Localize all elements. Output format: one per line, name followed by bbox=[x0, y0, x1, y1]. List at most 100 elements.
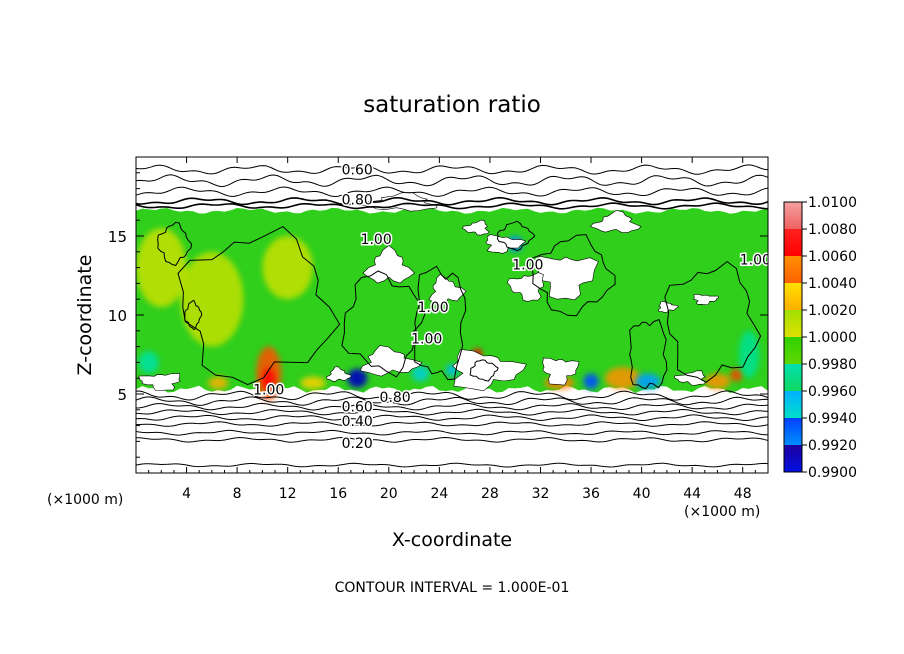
contour-label: 1.00 bbox=[740, 253, 771, 269]
colorbar-label: 0.9920 bbox=[808, 438, 857, 454]
contour-line bbox=[136, 390, 768, 401]
inner-contour bbox=[531, 234, 616, 317]
x-unit-right: (×1000 m) bbox=[684, 504, 760, 520]
hot-spot bbox=[262, 236, 313, 300]
contour-line bbox=[136, 436, 768, 443]
colorbar-segment bbox=[784, 418, 802, 445]
hot-spot bbox=[180, 251, 244, 347]
dry-patch bbox=[326, 366, 352, 382]
plot-area: 0.60 0.80 1.00 1.00 1.00 1.00 1.00 1.00 0.80 0.60… bbox=[136, 157, 771, 473]
contour-label: 1.00 bbox=[253, 382, 284, 398]
colorbar-segment bbox=[784, 256, 802, 283]
dry-patch bbox=[428, 273, 467, 306]
colorbar-segment bbox=[784, 202, 802, 229]
hot-spot bbox=[136, 228, 187, 308]
dry-patch bbox=[359, 345, 423, 377]
hot-spot bbox=[261, 367, 277, 393]
cold-spot bbox=[635, 373, 661, 390]
contour-line bbox=[136, 186, 768, 198]
contour-line bbox=[136, 164, 768, 175]
dry-patch bbox=[657, 300, 679, 313]
x-tick-label: 28 bbox=[481, 486, 499, 502]
contour-labels: 0.60 0.80 1.00 1.00 1.00 1.00 1.00 1.00 0.80 0.60… bbox=[252, 161, 771, 453]
inner-contour-lines bbox=[157, 220, 762, 390]
inner-contour bbox=[629, 318, 668, 390]
contour-line bbox=[136, 414, 768, 422]
colorbar-segment bbox=[784, 445, 802, 472]
colorbar-label: 0.9940 bbox=[808, 411, 857, 427]
x-tick-label: 24 bbox=[430, 486, 448, 502]
colorbar-segment bbox=[784, 337, 802, 364]
cold-spot bbox=[347, 368, 368, 388]
colorbar-label: 0.9980 bbox=[808, 357, 857, 373]
x-axis-ticks: 4 8 12 16 20 24 28 32 36 40 44 48 bbox=[148, 157, 756, 502]
colorbar-label: 1.0000 bbox=[808, 330, 857, 346]
contour-label: 0.80 bbox=[342, 193, 373, 209]
y-tick-label: 5 bbox=[117, 386, 127, 404]
x-tick-label: 20 bbox=[380, 486, 398, 502]
colorbar: 1.0100 1.0080 1.0060 1.0040 1.0020 1.0000 0.99… bbox=[783, 195, 857, 481]
contour-label: 0.60 bbox=[342, 163, 373, 179]
contour-label: 1.00 bbox=[512, 257, 543, 273]
cold-spot bbox=[411, 365, 430, 382]
contour-line bbox=[136, 202, 768, 210]
colorbar-label: 0.9900 bbox=[808, 465, 857, 481]
hot-spot bbox=[604, 367, 641, 390]
dry-patch bbox=[542, 357, 580, 386]
contour-line bbox=[136, 402, 768, 411]
inner-contour bbox=[184, 299, 203, 331]
x-tick-label: 12 bbox=[279, 486, 297, 502]
hot-spot bbox=[704, 373, 731, 390]
inner-contour bbox=[177, 225, 341, 386]
contour-line bbox=[136, 174, 768, 188]
x-tick-label: 48 bbox=[734, 486, 752, 502]
x-tick-label: 44 bbox=[683, 486, 701, 502]
contour-line bbox=[136, 196, 768, 206]
colorbar-segment bbox=[784, 310, 802, 337]
x-tick-label: 32 bbox=[532, 486, 550, 502]
colorbar-label: 1.0100 bbox=[808, 195, 857, 211]
contour-label: 0.20 bbox=[342, 436, 373, 452]
colorbar-label: 1.0020 bbox=[808, 303, 857, 319]
dry-patches bbox=[138, 192, 720, 392]
inner-contour bbox=[469, 359, 499, 382]
contour-label: 0.60 bbox=[342, 400, 373, 416]
contour-interval-note: CONTOUR INTERVAL = 1.000E-01 bbox=[335, 580, 570, 596]
colorbar-segment bbox=[784, 364, 802, 391]
inner-contour bbox=[414, 265, 467, 381]
hot-spot bbox=[730, 368, 743, 382]
inner-contour bbox=[664, 260, 762, 383]
chart-title: saturation ratio bbox=[363, 92, 541, 118]
colorbar-label: 1.0080 bbox=[808, 222, 857, 238]
dry-patch bbox=[138, 373, 181, 391]
inner-contour bbox=[341, 270, 427, 378]
y-axis-ticks: 5 10 15 bbox=[108, 172, 768, 458]
inner-contour bbox=[157, 221, 193, 267]
x-unit-left: (×1000 m) bbox=[47, 492, 123, 508]
dry-patch bbox=[693, 293, 720, 306]
contour-line bbox=[136, 408, 768, 416]
colorbar-segment bbox=[784, 391, 802, 418]
contour-line bbox=[136, 429, 768, 436]
dry-patch bbox=[506, 272, 544, 302]
dry-patch bbox=[452, 348, 527, 392]
colorbar-segment bbox=[784, 283, 802, 310]
contour-lines bbox=[136, 164, 768, 468]
dry-patch bbox=[461, 219, 490, 236]
x-tick-label: 8 bbox=[233, 486, 242, 502]
contour-line bbox=[136, 462, 768, 468]
contour-line bbox=[136, 421, 768, 427]
contour-label: 0.80 bbox=[380, 390, 411, 406]
x-tick-label: 4 bbox=[182, 486, 191, 502]
contour-label: 1.00 bbox=[361, 232, 392, 248]
cold-spot bbox=[583, 373, 599, 390]
colorbar-label: 1.0040 bbox=[808, 276, 857, 292]
dry-patch bbox=[589, 210, 642, 234]
cold-spot bbox=[138, 351, 159, 374]
contour-line bbox=[136, 396, 768, 406]
y-tick-label: 10 bbox=[108, 307, 127, 325]
colorbar-label: 0.9960 bbox=[808, 384, 857, 400]
y-tick-label: 15 bbox=[108, 228, 127, 246]
contour-label: 1.00 bbox=[417, 300, 448, 316]
colorbar-label: 1.0060 bbox=[808, 249, 857, 265]
